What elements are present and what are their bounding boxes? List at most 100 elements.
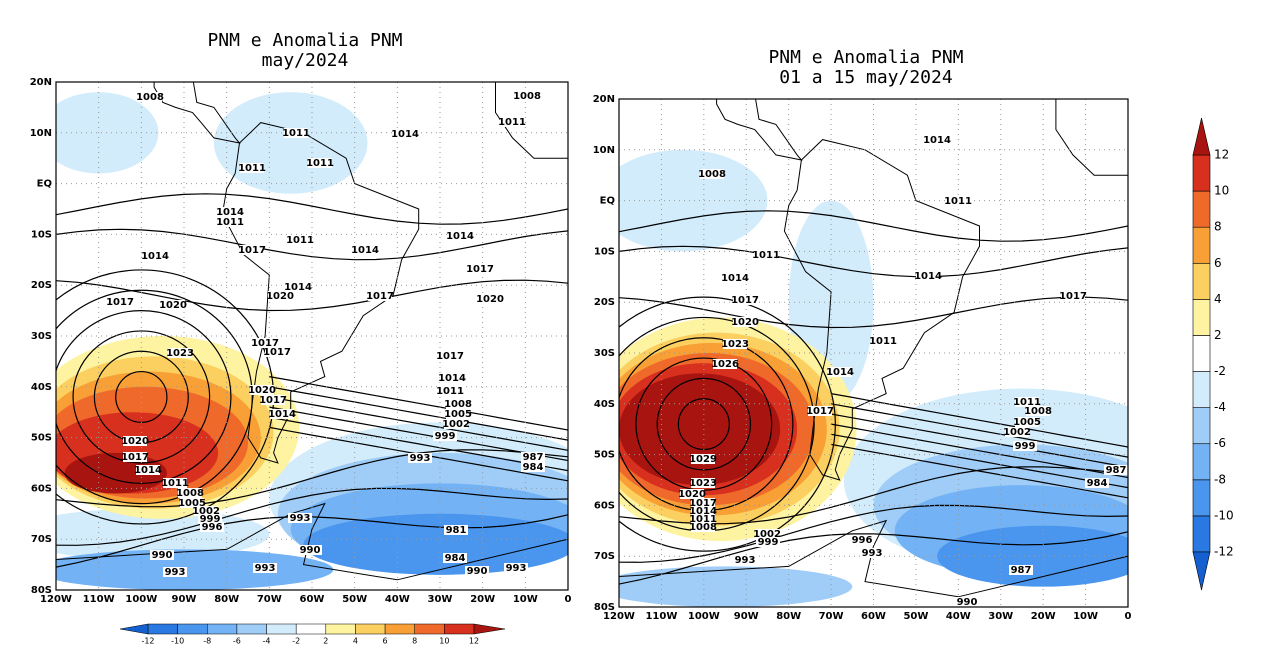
- contour-label: 1011: [282, 128, 310, 139]
- contour-label: 1020: [159, 300, 187, 311]
- contour-label: 1020: [121, 436, 149, 447]
- label-background: [250, 385, 274, 395]
- colorbar-segment: [384, 623, 415, 635]
- isobar: [56, 228, 568, 261]
- label-background: [754, 250, 778, 260]
- label-background: [448, 231, 472, 241]
- label-background: [286, 282, 310, 292]
- contour-label: 1026: [711, 359, 739, 370]
- label-background: [733, 317, 757, 327]
- contour-label: 1008: [176, 488, 204, 499]
- isobar: [830, 393, 1128, 448]
- colorbar-label: 4: [353, 637, 358, 646]
- label-background: [180, 498, 204, 508]
- contour-label: 1014: [438, 373, 466, 384]
- colorbar-label: -8: [203, 637, 211, 646]
- y-tick-label: 30S: [594, 348, 615, 359]
- y-tick-label: 10S: [594, 246, 615, 257]
- contour-label: 987: [523, 452, 544, 463]
- colorbar-segment: [207, 623, 238, 635]
- coastline: [783, 139, 980, 481]
- y-tick-label: 70S: [31, 534, 52, 545]
- map-title: PNM e Anomalia PNM: [768, 47, 963, 68]
- colorbar-segment: [1192, 154, 1211, 192]
- label-background: [198, 514, 222, 524]
- contour-label: 1017: [466, 264, 494, 275]
- label-background: [443, 553, 467, 563]
- isobar: [56, 449, 568, 508]
- colorbar-segment: [325, 623, 356, 635]
- contour-label: 1017: [689, 498, 717, 509]
- isobar: [56, 310, 232, 484]
- y-tick-label: 10N: [30, 128, 52, 139]
- y-tick-label: 50S: [594, 450, 615, 461]
- colorbar-label: -12: [1214, 545, 1234, 559]
- contour-label: 1017: [238, 245, 266, 256]
- colorbar-label: -4: [1214, 400, 1226, 414]
- label-background: [925, 135, 949, 145]
- isobar: [269, 386, 568, 441]
- colorbar-label: -6: [1214, 436, 1226, 450]
- contour-label: 1014: [446, 231, 474, 242]
- colorbar-segment: [1192, 190, 1211, 228]
- contour-label: 1014: [721, 273, 749, 284]
- label-background: [1061, 291, 1085, 301]
- x-tick-label: 50W: [903, 611, 928, 622]
- label-background: [168, 348, 192, 358]
- contour-label: 1020: [731, 317, 759, 328]
- colorbar-segment: [1192, 371, 1211, 408]
- isobar: [830, 443, 1128, 499]
- label-background: [691, 454, 715, 464]
- contour-label: 984: [1087, 478, 1108, 489]
- contour-label: 1014: [923, 135, 951, 146]
- contour-label: 1011: [869, 336, 897, 347]
- colorbar-segment: [147, 623, 178, 635]
- colorbar-extension: [1192, 117, 1211, 156]
- label-background: [946, 196, 970, 206]
- label-background: [253, 563, 277, 573]
- contour-label: 1011: [161, 478, 189, 489]
- colorbar-label: -8: [1214, 472, 1226, 486]
- isobar: [619, 245, 1128, 278]
- contour-label: 1008: [136, 92, 164, 103]
- label-background: [353, 245, 377, 255]
- contour-label: 1023: [689, 478, 717, 489]
- y-tick-label: EQ: [37, 179, 52, 190]
- contour-label: 993: [165, 567, 186, 578]
- map-frame: [618, 98, 1129, 608]
- x-tick-label: 70W: [257, 594, 282, 605]
- contour-label: 996: [202, 522, 223, 533]
- contour-label: 993: [410, 453, 431, 464]
- colorbar-extension: [473, 623, 506, 635]
- colorbar-label: 6: [1214, 256, 1222, 270]
- contour-label: 1020: [678, 489, 706, 500]
- label-background: [438, 386, 462, 396]
- label-background: [446, 409, 470, 419]
- contour-label: 996: [852, 535, 873, 546]
- contour-label: 1014: [268, 409, 296, 420]
- label-background: [1013, 441, 1037, 451]
- contour-label: 1002: [442, 419, 470, 430]
- label-background: [261, 395, 285, 405]
- isobar: [269, 376, 568, 431]
- coastline: [56, 502, 568, 590]
- isobar: [830, 433, 1128, 489]
- x-tick-label: 30W: [988, 611, 1013, 622]
- contour-label: 1023: [166, 348, 194, 359]
- contour-label: 1005: [1013, 417, 1041, 428]
- label-background: [504, 563, 528, 573]
- colorbar-segment: [1192, 226, 1211, 264]
- label-background: [955, 597, 979, 607]
- contour-label: 990: [300, 545, 321, 556]
- contour-label: 993: [862, 548, 883, 559]
- label-background: [680, 489, 704, 499]
- label-background: [860, 548, 884, 558]
- label-background: [1085, 478, 1109, 488]
- label-background: [1015, 397, 1039, 407]
- contour-label: 1011: [286, 235, 314, 246]
- label-background: [288, 235, 312, 245]
- x-tick-label: 0: [565, 594, 572, 605]
- contour-label: 999: [758, 537, 779, 548]
- anomaly-area: [619, 149, 768, 252]
- contour-label: 1014: [284, 282, 312, 293]
